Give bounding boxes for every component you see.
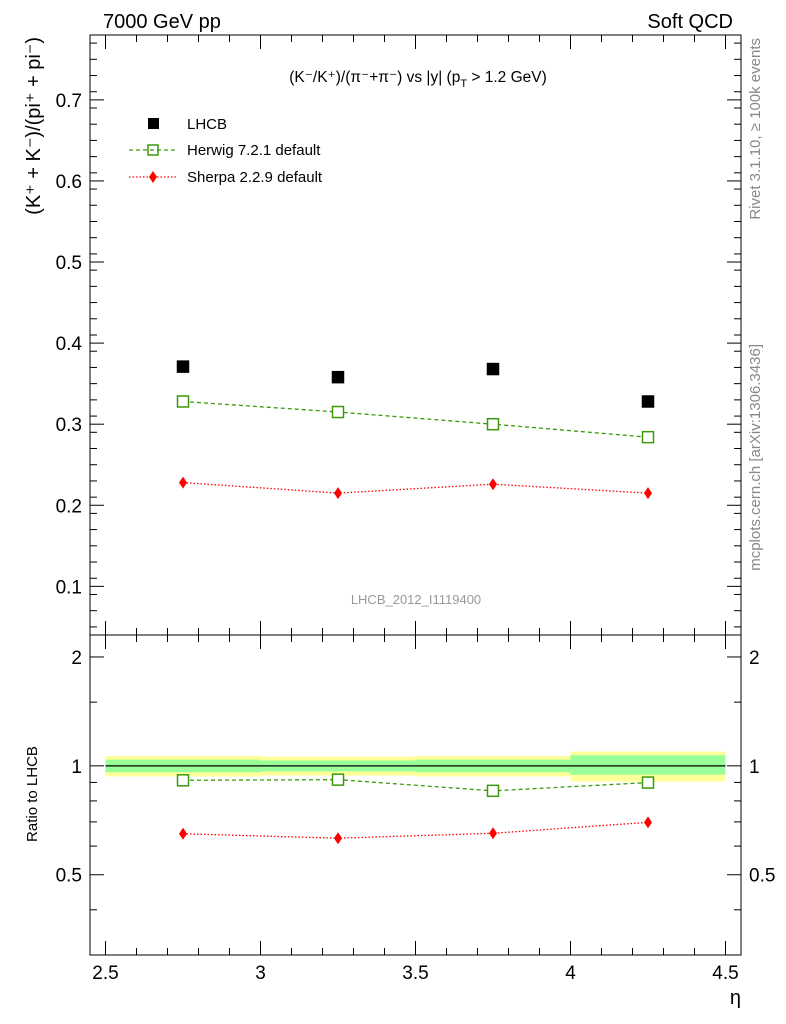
lhcb-data-point bbox=[641, 395, 655, 408]
main-plot-title: (K⁻/K⁺)/(π⁻+π⁻) vs |y| (pT > 1.2 GeV) bbox=[289, 69, 547, 90]
main-y-axis-title: (K⁺ + K⁻)/(pi⁺ + pi⁻) bbox=[23, 37, 45, 215]
lhcb-data-point bbox=[486, 362, 500, 376]
header-left: 7000 GeV pp bbox=[103, 11, 221, 33]
ratio-y-tick-label-right: 1 bbox=[749, 757, 760, 778]
main-axis-ticks: 0.1 0.2 0.3 0.4 0.5 0.6 0.7 bbox=[56, 35, 741, 635]
ratio-band-inner-3 bbox=[570, 755, 726, 775]
main-y-tick-label: 0.7 bbox=[56, 91, 82, 112]
ratio-y-tick-label: 1 bbox=[71, 757, 82, 778]
x-tick-label: 4.5 bbox=[712, 963, 738, 984]
ratio-herwig-point bbox=[641, 776, 655, 789]
ratio-sherpa-point bbox=[489, 827, 497, 840]
x-tick-label: 4 bbox=[565, 963, 576, 984]
ratio-y-tick-label: 0.5 bbox=[56, 866, 82, 887]
ratio-herwig-point bbox=[331, 773, 345, 786]
ratio-sherpa-point bbox=[644, 816, 652, 829]
rivet-label: Rivet 3.1.10, ≥ 100k events bbox=[747, 38, 764, 220]
sherpa-line bbox=[182, 481, 649, 494]
x-tick-label: 3 bbox=[255, 963, 266, 984]
x-tick-label: 2.5 bbox=[92, 963, 118, 984]
main-y-tick-label: 0.5 bbox=[56, 253, 82, 274]
legend-lhcb-label: LHCB bbox=[187, 116, 227, 133]
herwig-point bbox=[641, 430, 655, 444]
ratio-y-tick-label-right: 0.5 bbox=[749, 866, 775, 887]
legend-sherpa-marker bbox=[149, 171, 157, 183]
legend-lhcb-marker bbox=[148, 118, 159, 129]
x-tick-label: 3.5 bbox=[402, 963, 428, 984]
legend-herwig-marker bbox=[147, 144, 159, 156]
ratio-sherpa-point bbox=[179, 827, 187, 840]
herwig-point bbox=[176, 395, 190, 408]
lhcb-data-point bbox=[331, 370, 345, 384]
analysis-watermark: LHCB_2012_I1119400 bbox=[351, 592, 481, 607]
legend-sherpa-label: Sherpa 2.2.9 default bbox=[187, 169, 323, 186]
ratio-herwig-point bbox=[486, 784, 500, 798]
main-y-tick-label: 0.2 bbox=[56, 496, 82, 517]
x-axis-title: η bbox=[730, 987, 741, 1009]
sherpa-point bbox=[334, 487, 342, 500]
ratio-herwig-line bbox=[182, 778, 649, 792]
ratio-plot-frame bbox=[89, 634, 742, 956]
herwig-point bbox=[331, 405, 345, 419]
main-series bbox=[176, 360, 655, 500]
legend: LHCB Herwig 7.2.1 default Sherpa 2.2.9 d… bbox=[129, 116, 323, 186]
ratio-herwig-point bbox=[176, 774, 190, 787]
ratio-y-tick-label: 2 bbox=[71, 648, 82, 669]
main-y-tick-label: 0.3 bbox=[56, 415, 82, 436]
main-y-tick-label: 0.4 bbox=[56, 334, 83, 355]
header-right: Soft QCD bbox=[647, 11, 733, 33]
sherpa-point bbox=[489, 478, 497, 491]
main-y-tick-label: 0.1 bbox=[56, 577, 82, 598]
ratio-uncertainty-bands bbox=[105, 751, 726, 782]
legend-herwig-label: Herwig 7.2.1 default bbox=[187, 142, 321, 159]
herwig-point bbox=[486, 417, 500, 431]
mcplots-label: mcplots.cern.ch [arXiv:1306.3436] bbox=[747, 344, 764, 571]
ratio-axis-ticks: 2.5 3 3.5 4 4.5 0.5 0.5 1 1 2 2 bbox=[56, 635, 775, 984]
ratio-sherpa-point bbox=[334, 832, 342, 845]
ratio-sherpa-line bbox=[182, 821, 649, 839]
sherpa-point bbox=[179, 476, 187, 489]
ratio-y-tick-label-right: 2 bbox=[749, 648, 760, 669]
lhcb-data-point bbox=[176, 360, 190, 373]
ratio-series bbox=[176, 773, 655, 845]
ratio-y-axis-title: Ratio to LHCB bbox=[24, 746, 41, 842]
main-y-tick-label: 0.6 bbox=[56, 172, 82, 193]
sherpa-point bbox=[644, 487, 652, 500]
herwig-line bbox=[182, 400, 649, 438]
